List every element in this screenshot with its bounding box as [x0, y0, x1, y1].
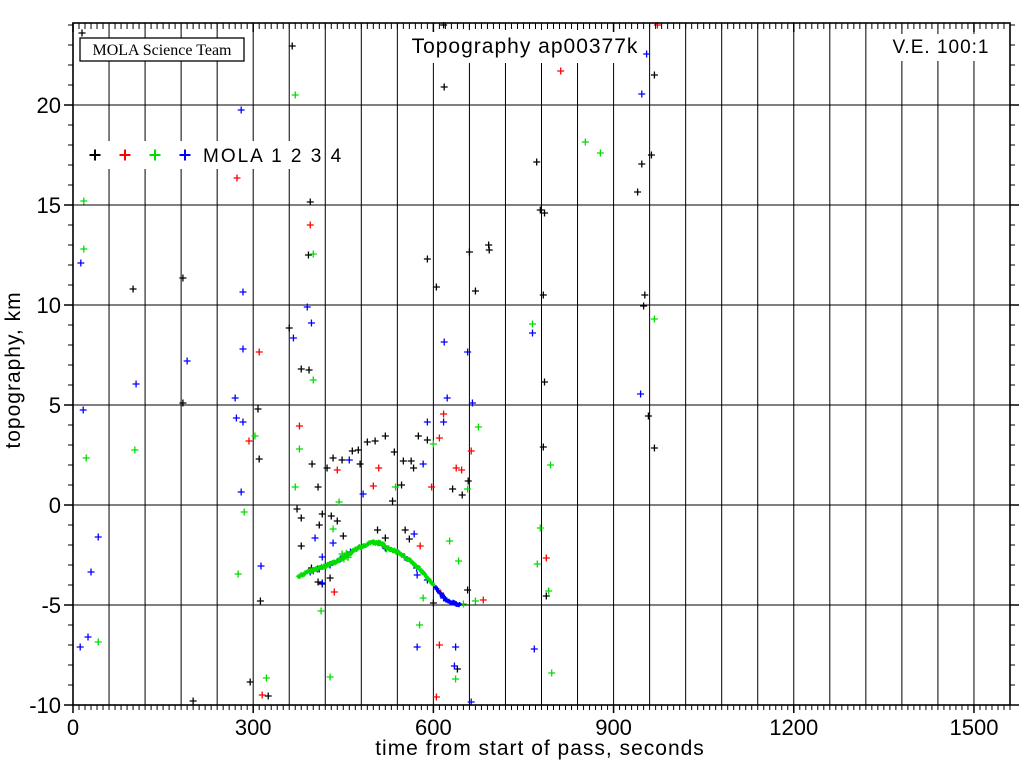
y-tick-label: -5 [41, 593, 61, 618]
x-tick-label: 300 [235, 715, 272, 740]
chart-title: Topography ap00377k [412, 35, 639, 58]
legend-plus-markers [89, 149, 191, 161]
x-axis-title: time from start of pass, seconds [375, 737, 705, 760]
legend-label: MOLA 1 2 3 4 [203, 146, 343, 167]
scatter-points-mola-3 [80, 91, 658, 683]
y-tick-label: 15 [37, 193, 61, 218]
x-tick-label: 0 [67, 715, 79, 740]
profile-points-mola-4-ground-profile [433, 585, 462, 608]
science-team-box [79, 37, 245, 62]
science-team-stamp: MOLA Science Team [79, 37, 245, 62]
legend-marker-mola-1 [89, 149, 101, 161]
science-team-label: MOLA Science Team [93, 42, 233, 59]
y-tick-label: -10 [29, 693, 61, 718]
y-tick-label: 10 [37, 293, 61, 318]
x-tick-label: 600 [415, 715, 452, 740]
data-points [76, 22, 661, 706]
title-backing [408, 30, 644, 63]
grid-lines [73, 23, 1010, 705]
tick-labels: 0 300 600 900 1200 1500 -10 -5 0 5 10 15 20 [29, 93, 998, 740]
x-tick-label: 900 [595, 715, 632, 740]
x-tick-label: 1500 [949, 715, 998, 740]
vertical-exaggeration-label: V.E. 100:1 [893, 37, 990, 58]
y-axis-title: topography, km [2, 291, 25, 448]
y-tick-label: 20 [37, 93, 61, 118]
scatter-points-mola-2 [233, 22, 661, 701]
legend-marker-mola-3 [149, 149, 161, 161]
profile-points-mola-3-ground-profile [296, 539, 436, 587]
y-tick-label: 0 [49, 493, 61, 518]
axis-ticks [64, 23, 1019, 713]
ve-backing [874, 34, 1008, 61]
legend-marker-mola-2 [119, 149, 131, 161]
y-tick-label: 5 [49, 393, 61, 418]
legend: MOLA 1 2 3 4 [89, 146, 343, 167]
scatter-points-mola-1 [78, 22, 658, 705]
x-tick-label: 1200 [769, 715, 818, 740]
legend-marker-mola-4 [179, 149, 191, 161]
